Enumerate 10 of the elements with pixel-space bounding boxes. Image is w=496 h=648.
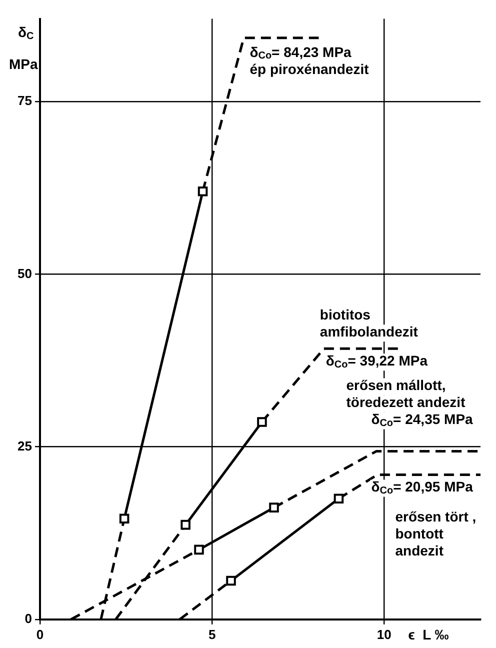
- y-tick-label: 50: [18, 266, 32, 281]
- x-axis-title: ϵ L ‰: [408, 626, 449, 642]
- y-tick-label: 75: [18, 93, 32, 108]
- y-tick-label: 0: [24, 610, 32, 626]
- y-tick-label: 25: [18, 438, 32, 454]
- x-tick-label: 5: [208, 626, 216, 642]
- x-tick-label: 10: [376, 626, 392, 642]
- annotation: biotitos amfibolandezit: [320, 306, 418, 340]
- annotation: erősen tört , bontott andezit: [395, 508, 476, 559]
- x-tick-label: 0: [36, 626, 44, 642]
